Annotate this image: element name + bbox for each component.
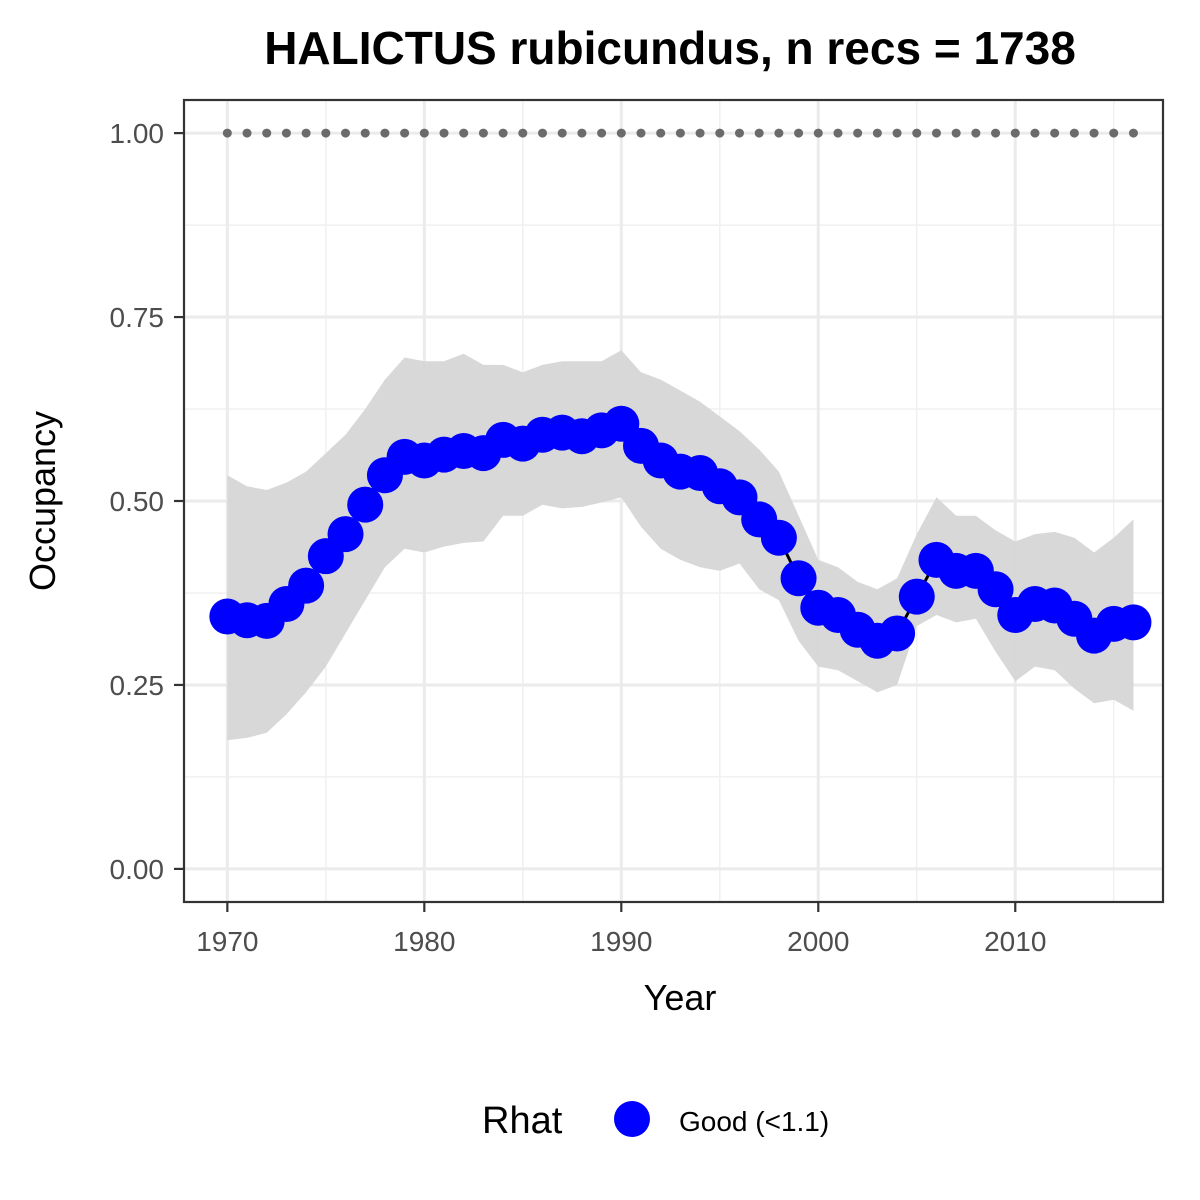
legend-label-good: Good (<1.1) (679, 1106, 829, 1137)
occupancy-points-layer (209, 405, 1152, 659)
x-axis: 1970 1980 1990 2000 2010 (196, 902, 1046, 957)
reference-dot (715, 128, 725, 138)
reference-dot (656, 128, 666, 138)
reference-dot (459, 128, 469, 138)
occupancy-point (898, 578, 935, 615)
x-tick-label: 2010 (984, 926, 1046, 957)
reference-dot (301, 128, 311, 138)
reference-dot (734, 128, 744, 138)
reference-dot (262, 128, 272, 138)
reference-dot (1109, 128, 1119, 138)
reference-dot (892, 128, 902, 138)
y-tick-label: 0.00 (110, 854, 165, 885)
x-tick-label: 1990 (590, 926, 652, 957)
legend-title: Rhat (482, 1100, 563, 1142)
reference-dot (1030, 128, 1040, 138)
reference-dot (695, 128, 705, 138)
reference-dot (222, 128, 232, 138)
reference-dot (636, 128, 646, 138)
reference-dot (341, 128, 351, 138)
y-tick-label: 0.25 (110, 670, 165, 701)
y-tick-label: 0.75 (110, 302, 165, 333)
x-tick-label: 1980 (393, 926, 455, 957)
reference-dot (281, 128, 291, 138)
y-tick-label: 1.00 (110, 118, 165, 149)
reference-dot (439, 128, 449, 138)
reference-dot (991, 128, 1001, 138)
reference-dot (951, 128, 961, 138)
reference-dot (1069, 128, 1079, 138)
reference-dot (478, 128, 488, 138)
y-tick-label: 0.50 (110, 486, 165, 517)
x-tick-label: 2000 (787, 926, 849, 957)
reference-dot (518, 128, 528, 138)
reference-dot (242, 128, 252, 138)
reference-dot (931, 128, 941, 138)
reference-dot (853, 128, 863, 138)
reference-dot (794, 128, 804, 138)
reference-dot (557, 128, 567, 138)
reference-dot (380, 128, 390, 138)
occupancy-point (760, 519, 797, 556)
occupancy-point (977, 571, 1014, 608)
reference-dot (1050, 128, 1060, 138)
reference-dot (538, 128, 548, 138)
reference-dot (577, 128, 587, 138)
chart-title: HALICTUS rubicundus, n recs = 1738 (264, 22, 1076, 74)
occupancy-point (780, 560, 817, 597)
reference-dot (872, 128, 882, 138)
x-axis-title: Year (644, 977, 717, 1018)
y-axis-title: Occupancy (22, 411, 63, 591)
reference-dot (754, 128, 764, 138)
reference-dot (912, 128, 922, 138)
reference-dot (833, 128, 843, 138)
reference-dot (971, 128, 981, 138)
reference-dot (419, 128, 429, 138)
reference-dot (321, 128, 331, 138)
x-tick-label: 1970 (196, 926, 258, 957)
occupancy-point (327, 516, 364, 553)
legend-key-circle (614, 1101, 650, 1137)
legend: Rhat Good (<1.1) (482, 1100, 829, 1142)
reference-dot (813, 128, 823, 138)
reference-dot (675, 128, 685, 138)
y-axis: 0.00 0.25 0.50 0.75 1.00 (110, 118, 184, 885)
reference-dot (400, 128, 410, 138)
reference-dot (1010, 128, 1020, 138)
reference-dots-layer (222, 128, 1138, 138)
reference-dot (498, 128, 508, 138)
reference-dot (360, 128, 370, 138)
occupancy-point (1115, 604, 1152, 641)
reference-dot (1089, 128, 1099, 138)
reference-dot (616, 128, 626, 138)
reference-dot (597, 128, 607, 138)
occupancy-point (347, 486, 384, 523)
occupancy-point (288, 567, 325, 604)
occupancy-point (879, 615, 916, 652)
reference-dot (774, 128, 784, 138)
reference-dot (1128, 128, 1138, 138)
